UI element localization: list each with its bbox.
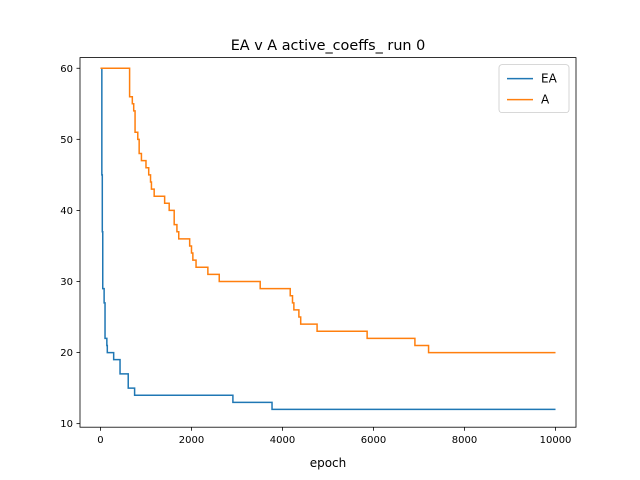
x-tick-label: 10000 [540, 435, 572, 446]
legend: EA A [498, 64, 570, 113]
plot-frame [79, 57, 577, 428]
y-tick-label: 30 [60, 277, 73, 288]
y-tick-label: 20 [60, 348, 73, 359]
x-tick-label: 4000 [270, 435, 295, 446]
x-tick-label: 2000 [179, 435, 204, 446]
y-tick-label: 40 [60, 206, 73, 217]
y-tick-label: 10 [60, 419, 73, 430]
y-tick-label: 50 [60, 135, 73, 146]
x-tick-label: 0 [97, 435, 103, 446]
y-axis: 10 20 30 40 50 60 [60, 64, 80, 430]
legend-label-ea: EA [541, 72, 558, 86]
series-line-ea [100, 67, 556, 411]
series-lines [100, 67, 556, 411]
x-axis: 0 2000 4000 6000 8000 10000 [97, 427, 571, 446]
chart-title: EA v A active_coeffs_ run 0 [231, 38, 426, 54]
x-tick-label: 6000 [361, 435, 386, 446]
x-tick-label: 8000 [452, 435, 477, 446]
series-line-a [100, 67, 556, 354]
legend-label-a: A [541, 93, 550, 107]
y-tick-label: 60 [60, 64, 73, 75]
x-axis-label: epoch [310, 456, 347, 470]
legend-box [498, 64, 570, 113]
